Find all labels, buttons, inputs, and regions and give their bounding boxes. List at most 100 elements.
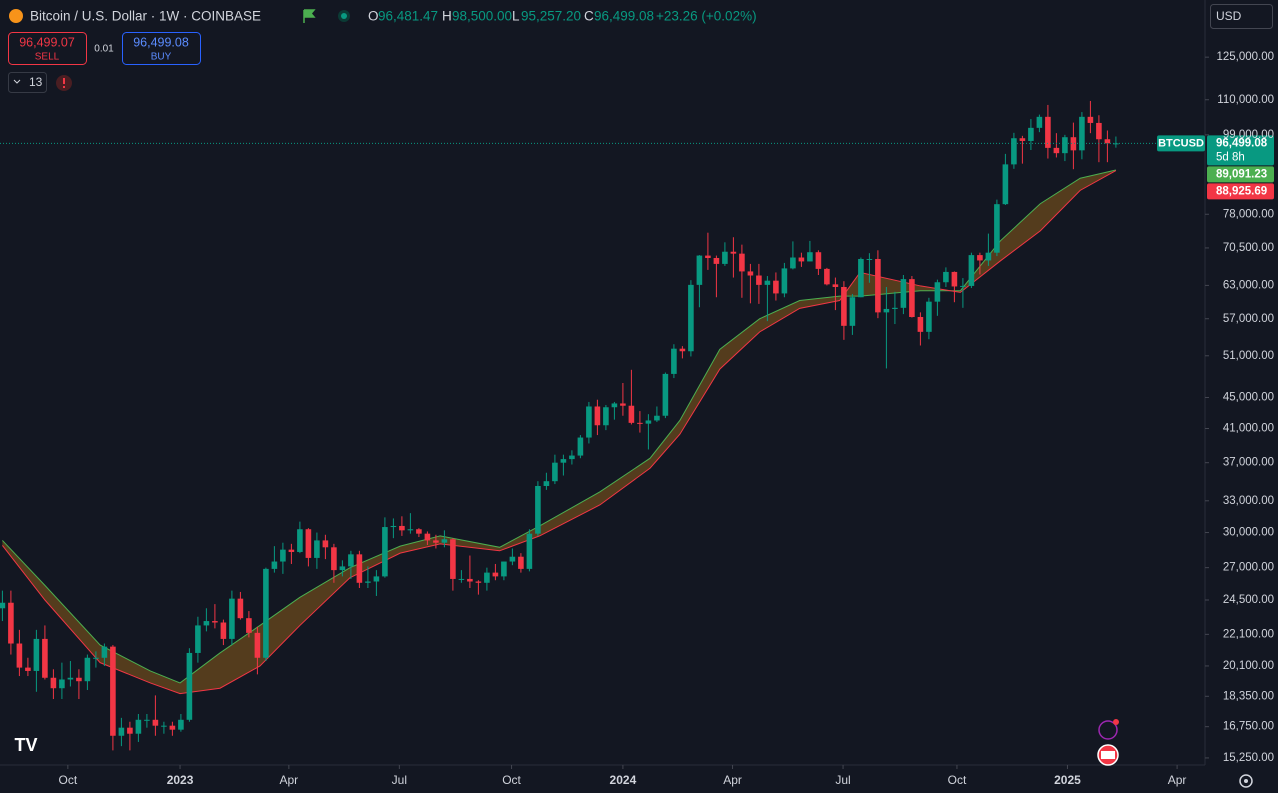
indicators-count: 13 [29,75,43,89]
ohlc-change: +23.26 (+0.02%) [656,9,757,24]
candle-body [1019,138,1026,141]
candle-body [900,279,907,308]
candle-body [543,481,550,486]
candle-body [960,285,966,287]
candle-body [1053,147,1060,154]
candle-body [1113,143,1119,145]
candle-body [322,540,329,548]
candle-body [8,602,14,644]
ohlc-value: 95,257.20 [521,9,581,24]
x-tick-label: Apr [280,773,299,787]
candle-body [365,581,371,583]
candle-body [33,638,40,671]
ohlc-key: C [584,9,594,24]
candle-body [807,252,813,262]
candle-body [356,554,363,583]
candle-body [679,348,686,352]
candle-body [475,581,482,583]
candle-body [773,280,779,294]
candle-body [1079,116,1085,151]
settings-icon-center [1244,779,1248,783]
candle-body [195,625,201,653]
candle-body [628,405,635,423]
y-tick-label: 18,350.00 [1223,690,1274,702]
flag-us-stripe [1101,751,1115,759]
sell-button[interactable] [8,32,87,65]
candle-body [25,667,31,671]
ohlc-value: 96,499.08 [594,9,654,24]
candle-body [705,255,711,259]
candle-body [730,251,737,254]
settings-icon[interactable] [1239,774,1253,788]
candle-body [552,462,558,482]
candle-body [790,257,796,269]
ohlc-key: O [368,9,379,24]
candle-body [339,566,346,571]
candle-body [161,725,167,727]
candle-body [858,258,864,298]
y-tick-label: 24,500.00 [1223,594,1274,606]
y-tick-label: 33,000.00 [1223,495,1274,507]
x-tick-label: Oct [948,773,967,787]
candle-body [849,297,856,326]
y-tick-label: 110,000.00 [1217,94,1274,106]
indicators-toggle[interactable] [8,72,47,93]
candle-body [0,602,6,609]
assistant-icon[interactable] [1098,720,1118,740]
candle-body [271,561,278,569]
candle-body [526,533,533,569]
candle-body [985,252,992,261]
candle-body [509,556,516,562]
market-status-dot [341,13,347,19]
candle-body [220,622,227,639]
price-tag-label: 96,499.08 [1216,137,1268,149]
candle-body [781,268,788,294]
candle-body [416,529,422,534]
candle-body [407,529,414,531]
plot-area [0,100,1205,751]
x-tick-label: Oct [59,773,78,787]
bitcoin-icon [9,9,23,23]
candle-body [84,657,91,682]
y-tick-label: 22,100.00 [1223,628,1274,640]
candle-body [424,533,431,541]
candle-body [118,727,125,736]
chevron-icon [13,79,21,84]
candle-body [1070,137,1077,151]
candle-body [263,568,269,658]
candle-body [824,268,830,285]
candle-body [441,539,448,543]
error-icon [63,78,65,84]
candle-body [169,725,176,730]
candle-body [934,282,941,302]
candle-body [1062,137,1068,154]
error-icon-dot [63,86,65,88]
ma-line [2,170,1117,695]
candle-body [518,556,524,569]
logo[interactable]: TV [14,735,37,755]
flag-icon[interactable] [303,9,316,23]
candle-body [450,539,456,579]
ohlc-value: 96,481.47 [378,9,438,24]
candle-body [917,316,924,332]
candle-body [16,643,23,668]
symbol-title[interactable]: Bitcoin / U.S. Dollar · 1W · COINBASE [30,9,261,24]
candle-body [50,677,57,689]
y-tick-label: 30,000.00 [1223,527,1274,539]
ohlc-key: L [512,9,520,24]
ohlc-value: 98,500.00 [452,9,512,24]
candle-body [943,271,949,283]
spread: 0.01 [94,44,114,55]
candle-body [713,258,720,264]
candle-body [832,284,839,287]
candle-body [305,529,312,558]
ma-tag-label: 89,091.23 [1216,168,1267,180]
buy-button[interactable] [122,32,201,65]
currency-select[interactable] [1210,4,1273,29]
candle-body [841,286,847,326]
candle-body [1036,116,1043,128]
countdown: 5d 8h [1216,151,1245,163]
candle-body [212,621,218,623]
candle-body [59,679,65,689]
sell-label: SELL [35,52,60,63]
